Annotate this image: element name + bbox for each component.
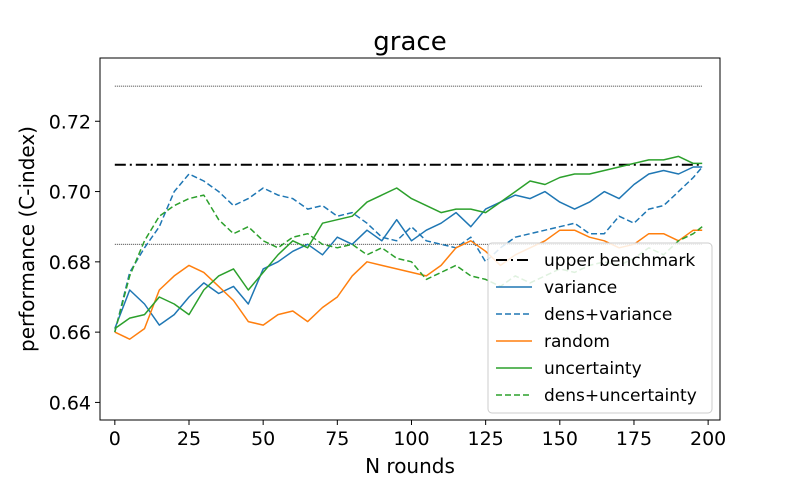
legend-label: variance (544, 278, 617, 298)
x-axis-title: N rounds (365, 454, 455, 478)
x-tick-label: 50 (251, 428, 275, 450)
legend-label: dens+uncertainty (544, 386, 697, 406)
legend-label: uncertainty (544, 359, 642, 379)
x-tick-label: 200 (690, 428, 726, 450)
series-line-dens-variance (114, 166, 703, 333)
axes: 0 25 50 75 100 125 150 175 200 0.64 0.66 0.68 0.70 0.… (49, 57, 726, 450)
legend-label: random (544, 332, 610, 352)
x-tick-label: 175 (616, 428, 652, 450)
series-line-variance (114, 166, 703, 329)
legend-label: upper benchmark (544, 251, 695, 271)
x-tick-label: 150 (542, 428, 578, 450)
legend-box (487, 242, 713, 414)
x-tick-label: 100 (393, 428, 429, 450)
x-tick-label: 125 (468, 428, 504, 450)
x-tick-label: 75 (325, 428, 349, 450)
y-tick-label: 0.66 (49, 322, 91, 344)
legend: upper benchmark variance dens+variance rand… (487, 242, 713, 414)
y-axis-title: performance (C-index) (15, 126, 39, 352)
x-tick-label: 0 (109, 428, 121, 450)
y-tick-label: 0.72 (49, 111, 91, 133)
x-tick-label: 25 (177, 428, 201, 450)
plot-frame (99, 57, 721, 421)
y-tick-label: 0.68 (49, 252, 91, 274)
legend-label: dens+variance (544, 305, 672, 325)
y-tick-label: 0.64 (49, 392, 91, 414)
chart-title: grace (373, 27, 446, 57)
y-tick-label: 0.70 (49, 182, 91, 204)
series-line-uncertainty (114, 155, 703, 330)
